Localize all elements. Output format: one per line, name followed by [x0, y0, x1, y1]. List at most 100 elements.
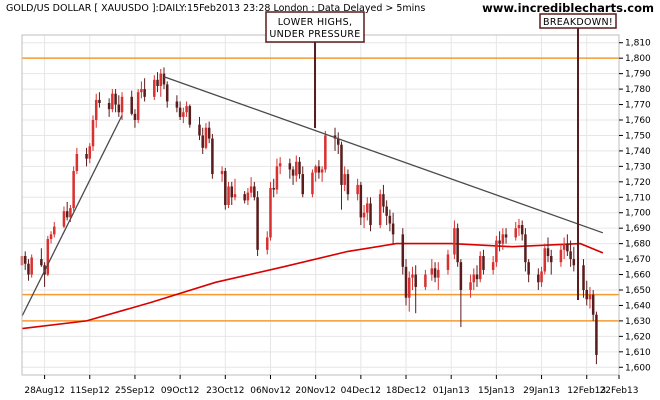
candle-body	[272, 188, 275, 190]
candle-body	[243, 194, 246, 201]
x-tick-label: 22Feb13	[600, 386, 639, 396]
y-tick-label: 1,630	[625, 317, 651, 327]
candle-body	[446, 254, 450, 270]
y-tick-label: 1,680	[625, 240, 651, 250]
y-tick-label: 1,710	[625, 193, 651, 203]
candle-body	[356, 184, 359, 195]
y-tick-label: 1,720	[625, 178, 651, 188]
candle-body	[317, 166, 321, 173]
x-tick-label: 01Jan13	[433, 386, 470, 396]
x-tick-label: 06Nov12	[250, 386, 290, 396]
candle-body	[582, 265, 585, 290]
candle-body	[30, 257, 33, 275]
candle-body	[46, 239, 50, 275]
candle-body	[275, 166, 279, 190]
candle-body	[456, 228, 459, 263]
x-tick-label: 28Aug12	[24, 386, 64, 396]
candle-body	[388, 215, 392, 224]
x-tick-label: 09Oct12	[161, 386, 199, 396]
site-name[interactable]: www.incrediblecharts.com	[482, 1, 654, 15]
candle-body	[320, 169, 324, 173]
candlesticks	[20, 67, 598, 365]
y-tick-label: 1,650	[625, 286, 651, 296]
candle-body	[159, 73, 163, 86]
candle-body	[482, 256, 485, 270]
candle-body	[175, 101, 179, 108]
candle-body	[220, 171, 224, 175]
candle-body	[369, 203, 372, 226]
candle-body	[572, 259, 576, 266]
x-tick-label: 04Dec12	[341, 386, 381, 396]
candle-body	[501, 234, 505, 244]
candle-body	[588, 294, 592, 300]
y-tick-label: 1,740	[625, 147, 651, 157]
chart-title: GOLD/US DOLLAR [ XAUUSDO ]:DAILY:15Feb20…	[6, 3, 425, 14]
candle-body	[378, 194, 382, 226]
trendline	[163, 76, 604, 234]
y-tick-label: 1,600	[625, 363, 651, 373]
annotation-breakdown-box	[539, 13, 617, 29]
candle-body	[414, 274, 417, 287]
candle-body	[136, 92, 140, 120]
candle-body	[478, 256, 482, 280]
candle-body	[549, 256, 553, 263]
candle-body	[85, 154, 88, 159]
candle-body	[49, 234, 53, 239]
candle-body	[491, 262, 495, 270]
candle-body	[253, 186, 256, 198]
candle-body	[437, 269, 440, 278]
candle-body	[65, 211, 69, 218]
candle-body	[188, 106, 192, 125]
x-tick-label: 12Feb13	[567, 386, 606, 396]
candle-body	[111, 93, 114, 110]
candle-body	[336, 138, 340, 145]
candle-body	[130, 96, 133, 114]
candle-body	[120, 96, 124, 113]
candle-body	[91, 120, 95, 147]
candle-body	[404, 266, 408, 298]
horizontal-levels	[22, 57, 619, 322]
candle-body	[75, 154, 79, 171]
annotation-breakdown: BREAKDOWN!	[539, 13, 617, 300]
y-tick-label: 1,770	[625, 101, 651, 111]
candle-body	[498, 240, 501, 244]
candle-body	[514, 228, 517, 238]
candle-body	[27, 263, 30, 275]
candle-body	[23, 256, 27, 264]
candle-body	[224, 171, 227, 205]
candle-body	[201, 135, 204, 148]
y-tick-label: 1,620	[625, 332, 651, 342]
candle-body	[546, 248, 550, 256]
candle-body	[98, 99, 101, 103]
candle-body	[291, 169, 295, 176]
candle-body	[453, 228, 456, 255]
y-tick-label: 1,640	[625, 301, 651, 311]
candle-body	[153, 79, 156, 97]
x-tick-label: 18Dec12	[386, 386, 426, 396]
candle-body	[382, 194, 385, 207]
candle-body	[311, 172, 314, 195]
annotation-lower-highs-line1: LOWER HIGHS,	[278, 17, 353, 28]
plot-frame	[21, 34, 620, 376]
y-tick-label: 1,660	[625, 271, 651, 281]
candle-body	[433, 268, 437, 278]
candle-body	[269, 188, 272, 238]
candle-body	[559, 249, 563, 263]
candle-body	[591, 294, 595, 315]
candle-body	[430, 268, 434, 275]
x-tick-label: 29Jan13	[523, 386, 560, 396]
grid	[22, 35, 620, 375]
y-tick-label: 1,730	[625, 162, 651, 172]
candle-body	[343, 174, 346, 185]
candle-body	[143, 89, 146, 97]
candle-body	[227, 186, 230, 205]
candle-body	[301, 174, 305, 195]
candle-body	[401, 234, 405, 267]
candle-body	[424, 274, 427, 287]
candle-body	[182, 112, 185, 117]
candle-body	[472, 274, 476, 283]
candle-body	[185, 106, 188, 113]
candle-body	[69, 208, 72, 218]
candle-body	[340, 144, 343, 185]
candle-body	[107, 103, 111, 110]
